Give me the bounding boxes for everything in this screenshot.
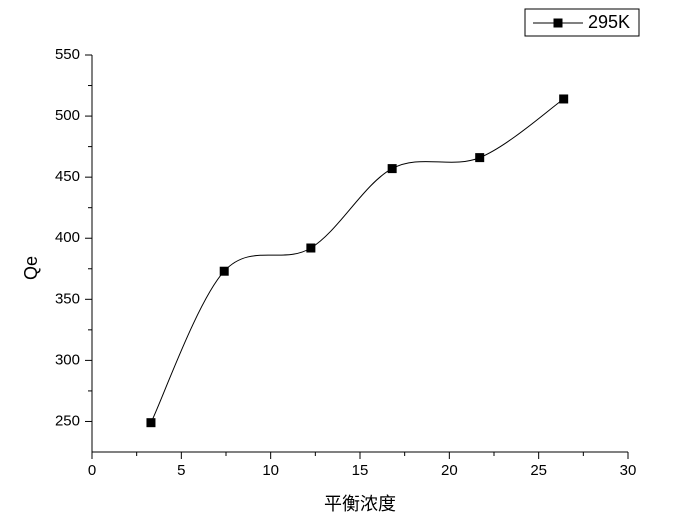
y-tick-label: 550 xyxy=(55,46,80,63)
x-axis-label: 平衡浓度 xyxy=(324,494,396,514)
data-point xyxy=(306,243,316,253)
y-tick-label: 450 xyxy=(55,168,80,185)
y-tick-label: 400 xyxy=(55,229,80,246)
legend-marker xyxy=(553,18,563,28)
x-tick-label: 25 xyxy=(530,462,547,479)
y-axis-label: Qe xyxy=(21,256,41,280)
x-tick-label: 5 xyxy=(177,462,185,479)
x-tick-label: 30 xyxy=(620,462,637,479)
data-point xyxy=(559,94,569,104)
x-tick-label: 10 xyxy=(262,462,279,479)
x-tick-label: 20 xyxy=(441,462,458,479)
series-line xyxy=(150,98,564,423)
data-point xyxy=(387,164,397,174)
legend-box xyxy=(524,8,640,37)
y-tick-label: 500 xyxy=(55,107,80,124)
x-tick-label: 0 xyxy=(88,462,96,479)
legend-label: 295K xyxy=(588,12,630,32)
data-point xyxy=(146,418,156,428)
data-point xyxy=(219,266,229,276)
y-tick-label: 300 xyxy=(55,351,80,368)
data-point xyxy=(475,153,485,163)
x-tick-label: 15 xyxy=(352,462,369,479)
y-tick-label: 350 xyxy=(55,290,80,307)
y-tick-label: 250 xyxy=(55,412,80,429)
